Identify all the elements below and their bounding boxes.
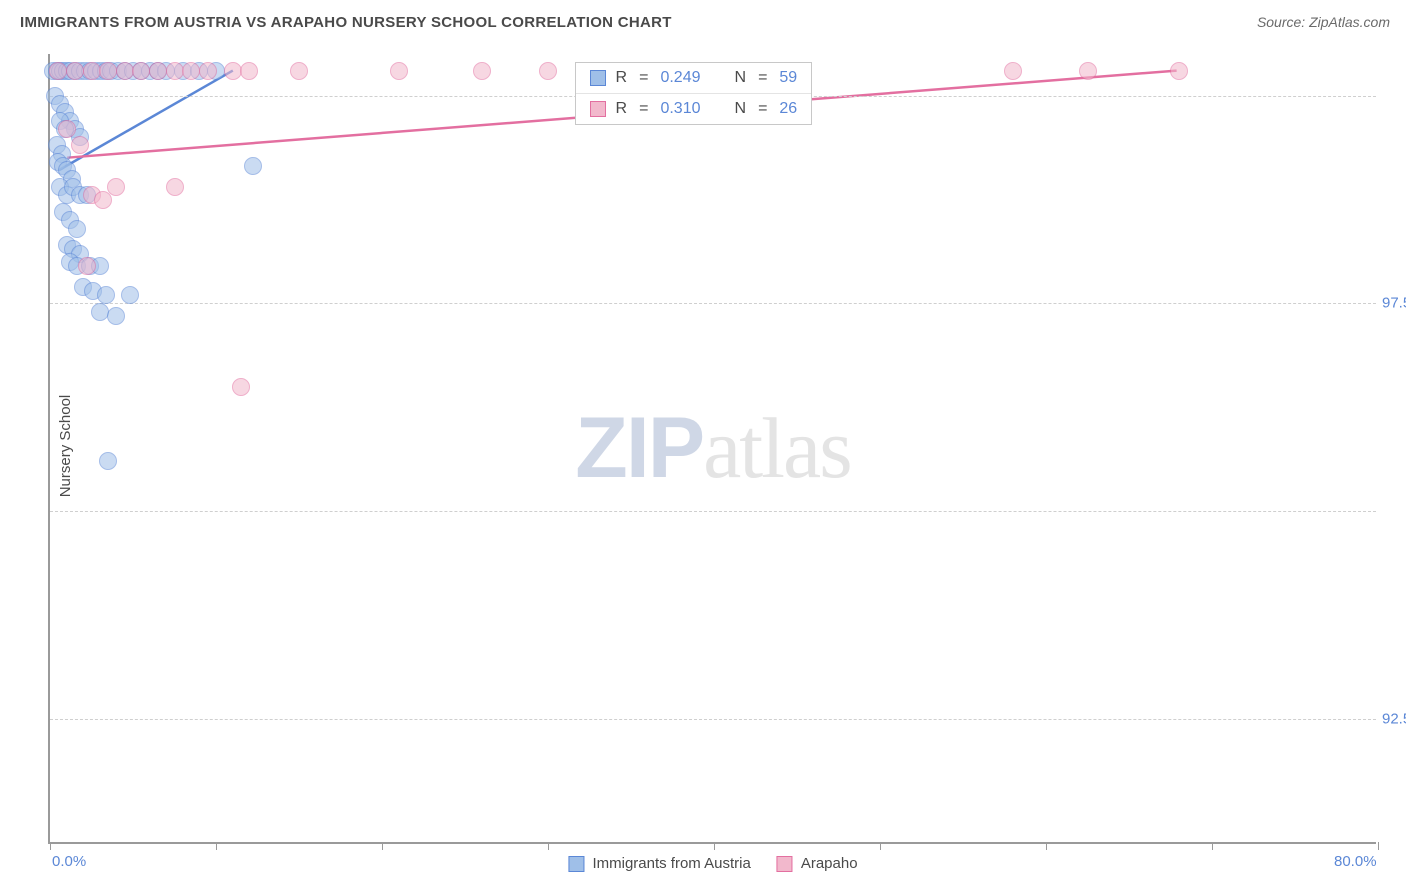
data-point (107, 307, 125, 325)
r-value: 0.310 (660, 100, 700, 118)
series-legend: Immigrants from Austria Arapaho (568, 855, 857, 872)
n-label: N (735, 69, 747, 87)
legend-label: Immigrants from Austria (592, 855, 750, 872)
data-point (290, 62, 308, 80)
data-point (1079, 62, 1097, 80)
n-label: N (735, 100, 747, 118)
x-tick (714, 842, 715, 850)
legend-swatch (590, 101, 606, 117)
data-point (224, 62, 242, 80)
data-point (166, 62, 184, 80)
data-point (473, 62, 491, 80)
legend-item: Arapaho (777, 855, 858, 872)
equals-sign: = (758, 100, 767, 118)
data-point (71, 136, 89, 154)
data-point (58, 120, 76, 138)
x-tick (216, 842, 217, 850)
x-tick-label: 80.0% (1334, 853, 1377, 870)
data-point (97, 286, 115, 304)
chart-header: IMMIGRANTS FROM AUSTRIA VS ARAPAHO NURSE… (0, 0, 1406, 44)
legend-swatch (590, 70, 606, 86)
r-label: R (616, 100, 628, 118)
data-point (539, 62, 557, 80)
data-point (99, 62, 117, 80)
data-point (78, 257, 96, 275)
equals-sign: = (639, 100, 648, 118)
x-tick (1378, 842, 1379, 850)
stats-legend-row: R = 0.310 N = 26 (576, 94, 812, 124)
data-point (166, 178, 184, 196)
x-tick-label: 0.0% (52, 853, 86, 870)
gridline (50, 511, 1376, 512)
legend-label: Arapaho (801, 855, 858, 872)
watermark-zip: ZIP (575, 400, 703, 496)
r-value: 0.249 (660, 69, 700, 87)
data-point (149, 62, 167, 80)
data-point (232, 378, 250, 396)
x-tick (1046, 842, 1047, 850)
data-point (1004, 62, 1022, 80)
scatter-plot-area: ZIPatlas 92.5%97.5%0.0%80.0%R=0.249N=59R… (48, 54, 1376, 844)
data-point (116, 62, 134, 80)
data-point (91, 303, 109, 321)
data-point (83, 62, 101, 80)
data-point (244, 157, 262, 175)
x-tick (50, 842, 51, 850)
chart-title: IMMIGRANTS FROM AUSTRIA VS ARAPAHO NURSE… (20, 14, 672, 31)
x-tick (548, 842, 549, 850)
x-tick (880, 842, 881, 850)
data-point (66, 62, 84, 80)
stats-legend-row: R = 0.249 N = 59 (576, 63, 812, 94)
data-point (121, 286, 139, 304)
gridline (50, 719, 1376, 720)
chart-source: Source: ZipAtlas.com (1257, 14, 1390, 30)
n-value: 59 (779, 69, 797, 87)
x-tick (382, 842, 383, 850)
n-value: 26 (779, 100, 797, 118)
watermark-atlas: atlas (703, 400, 851, 496)
y-tick-label: 97.5% (1382, 295, 1406, 312)
data-point (182, 62, 200, 80)
data-point (107, 178, 125, 196)
y-tick-label: 92.5% (1382, 711, 1406, 728)
legend-swatch (777, 856, 793, 872)
legend-swatch (568, 856, 584, 872)
data-point (240, 62, 258, 80)
gridline (50, 303, 1376, 304)
regression-line (59, 71, 233, 171)
equals-sign: = (758, 69, 767, 87)
data-point (68, 220, 86, 238)
data-point (49, 62, 67, 80)
data-point (99, 452, 117, 470)
r-label: R (616, 69, 628, 87)
data-point (1170, 62, 1188, 80)
x-tick (1212, 842, 1213, 850)
data-point (390, 62, 408, 80)
watermark: ZIPatlas (575, 398, 850, 498)
data-point (132, 62, 150, 80)
equals-sign: = (639, 69, 648, 87)
legend-item: Immigrants from Austria (568, 855, 750, 872)
data-point (199, 62, 217, 80)
stats-legend-box: R = 0.249 N = 59 R = 0.310 N = 26 (575, 62, 813, 125)
